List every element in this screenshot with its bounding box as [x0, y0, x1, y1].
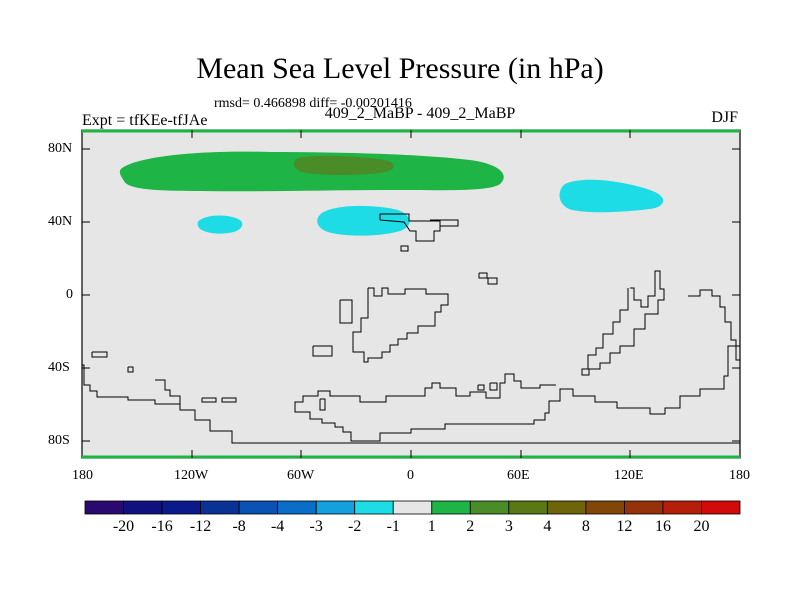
colorbar-swatch [469, 500, 510, 515]
colorbar-swatch [392, 500, 433, 515]
colorbar-swatch [123, 500, 163, 515]
lat-tick-label: 0 [66, 287, 73, 302]
colorbar-label: 12 [616, 518, 633, 535]
lat-tick-label: 40S [48, 360, 70, 375]
colorbar-swatch [354, 500, 394, 515]
colorbar-label: -16 [151, 518, 173, 535]
lon-tick-label: 60W [287, 468, 315, 483]
colorbar-swatch [431, 500, 471, 515]
colorbar-label: -20 [112, 518, 135, 535]
lon-tick-label: 120E [614, 468, 644, 483]
negative-anomaly-region-atlantic [317, 205, 410, 236]
colorbar-label: -12 [189, 518, 212, 535]
colorbar-label: 1 [427, 518, 436, 535]
negative-anomaly-region-asia [559, 179, 664, 213]
colorbar-label: -3 [309, 518, 323, 535]
lon-tick-label: 60E [507, 468, 530, 483]
colorbar-label: 16 [654, 518, 671, 535]
colorbar-label: -8 [232, 518, 246, 535]
experiment-name: 409_2_MaBP - 409_2_MaBP [324, 105, 516, 122]
colorbar-swatch [200, 500, 240, 515]
colorbar-label: 8 [581, 518, 590, 535]
lat-tick-label: 80N [48, 141, 73, 156]
colorbar-swatch [585, 500, 625, 515]
colorbar-swatch [84, 500, 124, 515]
colorbar-label: -4 [270, 518, 285, 535]
axis-ticks [82, 130, 740, 458]
colorbar-label: 3 [504, 518, 513, 535]
season-label: DJF [711, 109, 738, 126]
lat-tick-label: 80S [48, 433, 70, 448]
colorbar-label: -2 [348, 518, 362, 535]
lon-tick-label: 180 [729, 468, 750, 483]
lon-tick-label: 0 [407, 468, 414, 483]
colorbar-label: -1 [386, 518, 400, 535]
colorbar-swatch [546, 500, 587, 515]
colorbar-label: 4 [543, 518, 552, 535]
lon-tick-label: 120W [174, 468, 209, 483]
colorbar-swatch [662, 500, 702, 515]
colorbar-swatch [277, 500, 317, 515]
colorbar-swatch [624, 500, 664, 515]
colorbar-swatch [315, 500, 356, 515]
lon-tick-label: 180 [72, 468, 93, 483]
colorbar-label: 2 [466, 518, 475, 535]
negative-anomaly-region-pacific [197, 215, 243, 234]
lat-tick-label: 40N [48, 214, 73, 229]
colorbar-swatch [161, 500, 201, 515]
colorbar-swatch [238, 500, 279, 515]
colorbar-swatch [508, 500, 548, 515]
positive-anomaly-region-2to3 [293, 155, 394, 175]
colorbar-swatch [701, 500, 741, 515]
stats-label: rmsd= 0.466898 diff= -0.00201416 [214, 96, 412, 111]
experiment-label: Expt = tfKEe-tfJAe [82, 112, 208, 129]
map-title: Mean Sea Level Pressure (in hPa) [196, 52, 604, 85]
colorbar [84, 500, 741, 515]
colorbar-label: 20 [693, 518, 710, 535]
coastline-outline [82, 213, 741, 444]
